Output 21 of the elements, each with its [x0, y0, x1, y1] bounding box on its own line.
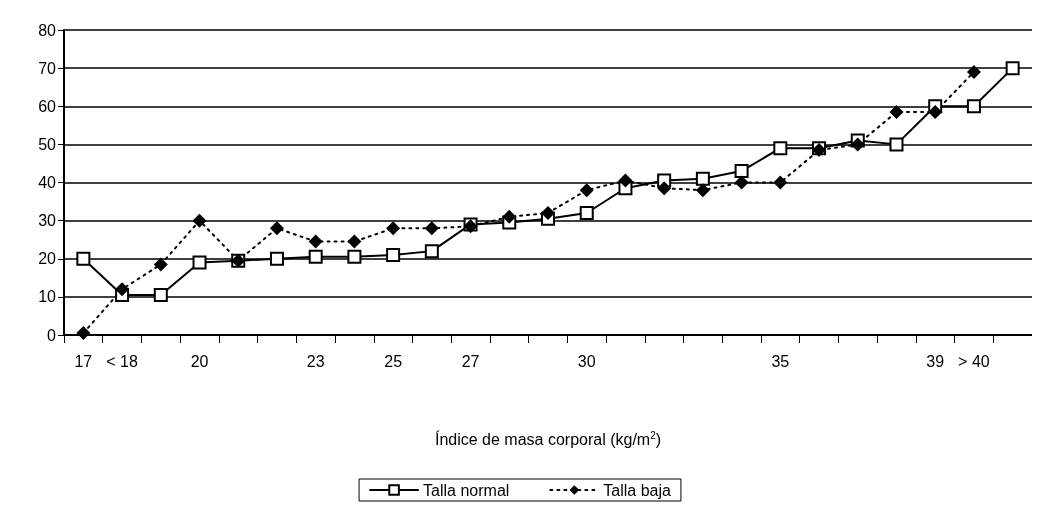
x-tick-label: 30 — [577, 352, 596, 370]
x-tick-label: 20 — [190, 352, 209, 370]
x-tick-label: 17 — [74, 352, 93, 370]
y-tick-label: 10 — [38, 288, 57, 306]
y-tick-label: 0 — [47, 326, 57, 344]
x-tick-label: < 18 — [106, 352, 138, 370]
y-tick-label: 80 — [38, 21, 57, 39]
legend-label: Talla normal — [423, 481, 510, 499]
legend-label: Talla baja — [603, 481, 672, 499]
y-tick-label: 70 — [38, 59, 57, 77]
y-tick-label: 50 — [38, 135, 57, 153]
x-tick-label: > 40 — [958, 352, 990, 370]
y-tick-label: 20 — [38, 250, 57, 268]
y-tick-label: 40 — [38, 174, 57, 191]
x-tick-label: 25 — [384, 352, 403, 370]
x-tick-label: 23 — [306, 352, 325, 370]
y-tick-label: 60 — [38, 97, 57, 115]
x-tick-label: 27 — [461, 352, 480, 370]
y-tick-label: 30 — [38, 212, 57, 230]
x-tick-label: 39 — [926, 352, 945, 370]
x-tick-label: 35 — [771, 352, 790, 370]
